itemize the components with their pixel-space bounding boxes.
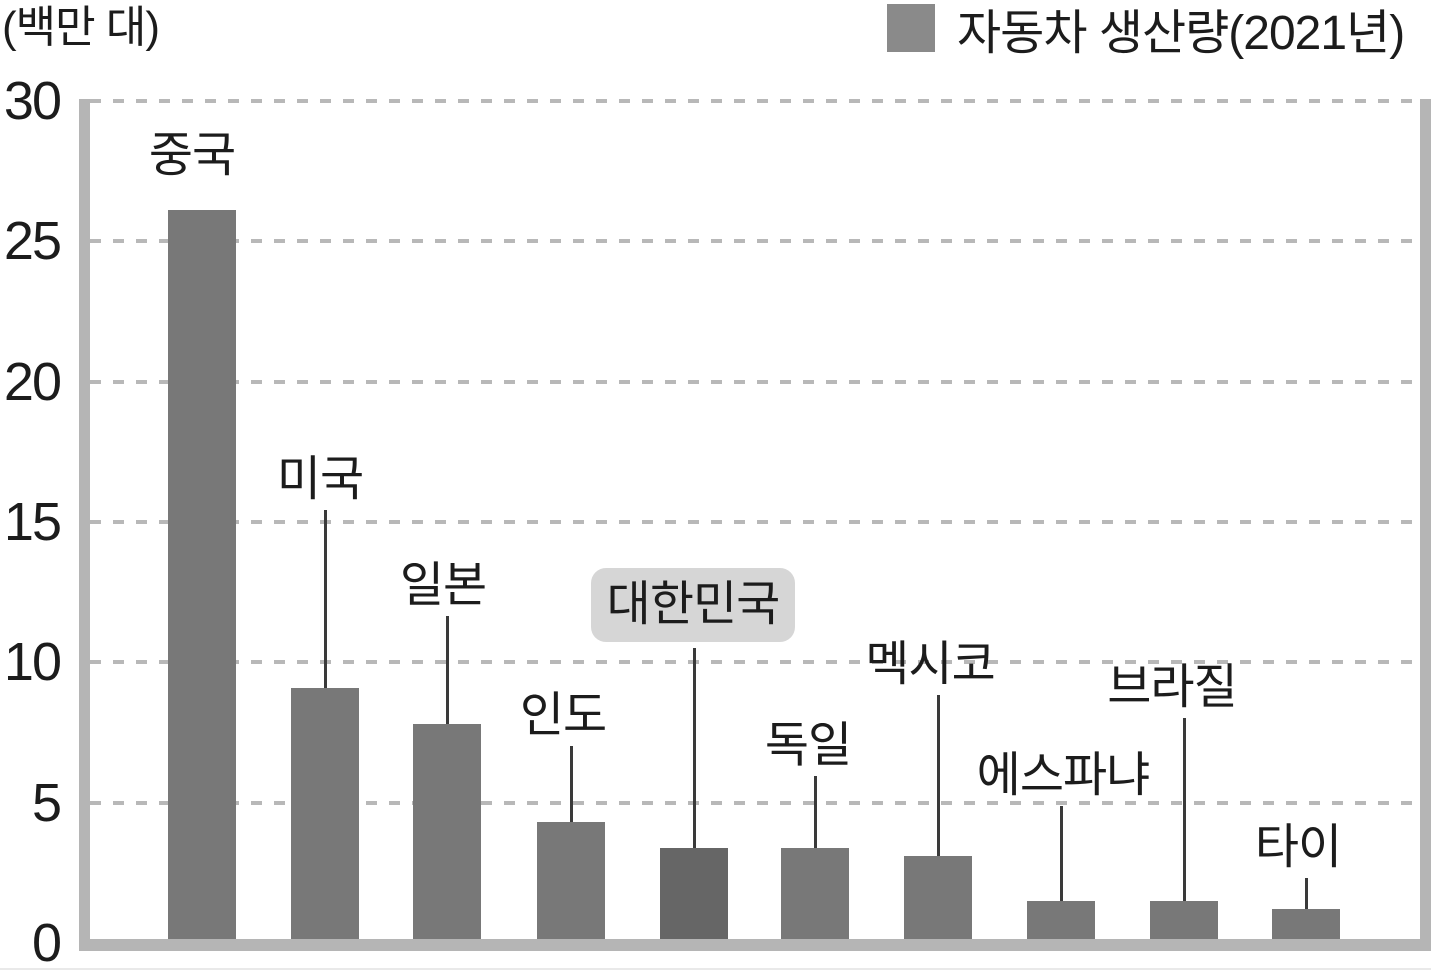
bar-브라질 bbox=[1150, 901, 1218, 939]
y-tick-15: 15 bbox=[3, 492, 62, 552]
gridline-10 bbox=[90, 660, 1420, 664]
category-label-인도: 인도 bbox=[519, 689, 607, 742]
leader-line-인도 bbox=[570, 746, 573, 822]
gridline-30 bbox=[90, 99, 1420, 103]
category-label-멕시코: 멕시코 bbox=[865, 638, 995, 691]
leader-line-대한민국 bbox=[693, 648, 696, 848]
bar-멕시코 bbox=[904, 856, 972, 939]
leader-line-브라질 bbox=[1183, 718, 1186, 901]
leader-line-독일 bbox=[814, 776, 817, 848]
bar-미국 bbox=[291, 688, 359, 939]
y-tick-20: 20 bbox=[3, 352, 62, 412]
category-label-일본: 일본 bbox=[399, 559, 487, 612]
gridline-25 bbox=[90, 239, 1420, 243]
y-tick-10: 10 bbox=[3, 632, 62, 692]
y-tick-30: 30 bbox=[3, 71, 62, 131]
leader-line-에스파냐 bbox=[1060, 806, 1063, 901]
bar-일본 bbox=[413, 724, 481, 939]
category-label-대한민국: 대한민국 bbox=[533, 568, 853, 642]
plot-frame bbox=[79, 99, 1431, 951]
y-tick-5: 5 bbox=[31, 773, 62, 833]
bottom-edge-line bbox=[0, 968, 1431, 970]
gridline-20 bbox=[90, 380, 1420, 384]
bar-독일 bbox=[781, 848, 849, 939]
category-label-타이: 타이 bbox=[1254, 821, 1342, 874]
y-tick-0: 0 bbox=[31, 913, 62, 973]
leader-line-미국 bbox=[324, 510, 327, 688]
gridline-15 bbox=[90, 520, 1420, 524]
legend: 자동차 생산량(2021년) bbox=[887, 2, 1405, 60]
gridline-5 bbox=[90, 801, 1420, 805]
leader-line-타이 bbox=[1305, 878, 1308, 909]
bar-대한민국 bbox=[660, 848, 728, 939]
bar-타이 bbox=[1272, 909, 1340, 939]
legend-swatch bbox=[887, 4, 935, 52]
category-label-브라질: 브라질 bbox=[1107, 661, 1237, 714]
bar-인도 bbox=[537, 822, 605, 939]
highlight-box: 대한민국 bbox=[590, 568, 796, 642]
legend-label: 자동차 생산량(2021년) bbox=[957, 7, 1405, 60]
bar-에스파냐 bbox=[1027, 901, 1095, 939]
category-label-중국: 중국 bbox=[148, 129, 236, 182]
leader-line-일본 bbox=[446, 616, 449, 724]
bar-중국 bbox=[168, 210, 236, 939]
leader-line-멕시코 bbox=[937, 695, 940, 856]
category-label-독일: 독일 bbox=[764, 719, 852, 772]
category-label-미국: 미국 bbox=[276, 453, 364, 506]
y-tick-25: 25 bbox=[3, 211, 62, 271]
y-axis-unit-label: (백만 대) bbox=[2, 3, 160, 52]
category-label-에스파냐: 에스파냐 bbox=[976, 749, 1151, 802]
